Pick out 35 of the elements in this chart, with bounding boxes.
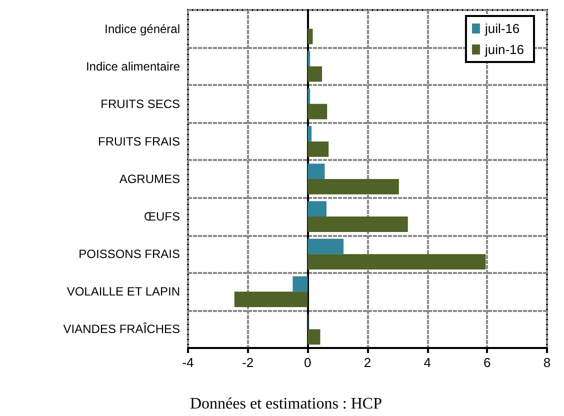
bar bbox=[308, 179, 399, 194]
y-tick-label: ŒUFS bbox=[144, 210, 180, 224]
bar bbox=[308, 66, 322, 82]
bar bbox=[308, 254, 486, 270]
text: Données et estimations : HCP bbox=[190, 396, 382, 412]
bar bbox=[308, 141, 329, 157]
bar bbox=[308, 164, 325, 179]
y-tick-label: Indice alimentaire bbox=[86, 59, 180, 74]
bar bbox=[308, 201, 327, 217]
bar bbox=[308, 88, 310, 104]
bar bbox=[308, 329, 320, 345]
x-tick-label: 4 bbox=[424, 355, 431, 370]
y-tick-label: AGRUMES bbox=[119, 172, 180, 186]
legend-label: juin-16 bbox=[484, 42, 524, 57]
legend-label: juil-16 bbox=[484, 21, 520, 36]
y-tick-label: Indice général bbox=[104, 22, 180, 36]
x-tick-label: 8 bbox=[543, 355, 551, 370]
y-tick-label: FRUITS FRAIS bbox=[98, 134, 180, 148]
bar bbox=[308, 50, 310, 66]
x-tick-label: 6 bbox=[484, 355, 491, 370]
bar bbox=[308, 238, 344, 254]
y-tick-label: VIANDES FRAÎCHES bbox=[63, 322, 180, 336]
y-tick-label: VOLAILLE ET LAPIN bbox=[66, 284, 180, 299]
bar bbox=[308, 126, 312, 142]
x-tick-label: 2 bbox=[364, 355, 372, 370]
bar bbox=[308, 104, 328, 120]
bar bbox=[308, 216, 408, 232]
bar bbox=[308, 28, 313, 44]
y-tick-label: POISSONS FRAIS bbox=[78, 247, 180, 262]
x-tick-label: 0 bbox=[304, 355, 312, 370]
bar bbox=[234, 292, 308, 308]
bar bbox=[292, 276, 308, 292]
x-tick-label: -2 bbox=[242, 355, 254, 370]
y-tick-label: FRUITS SECS bbox=[100, 96, 180, 111]
x-tick-label: -4 bbox=[182, 355, 194, 370]
